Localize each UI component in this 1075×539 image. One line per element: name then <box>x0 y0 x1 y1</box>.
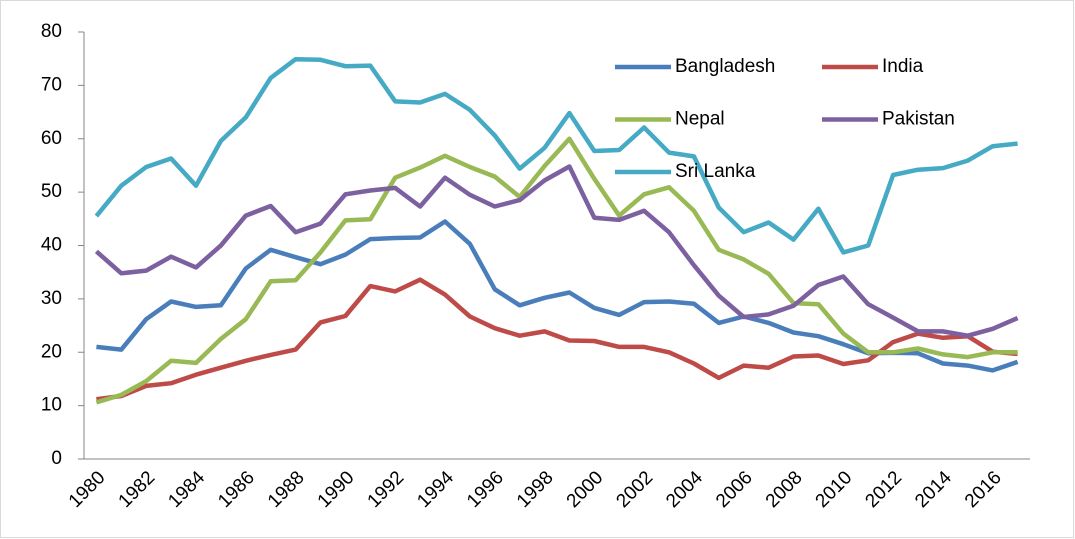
legend-label: Nepal <box>675 109 725 130</box>
y-tick-label: 0 <box>51 448 62 469</box>
y-tick-label: 40 <box>41 235 62 256</box>
legend-label: Bangladesh <box>675 56 775 77</box>
y-tick-label: 50 <box>41 181 62 202</box>
legend-label: Pakistan <box>882 109 955 130</box>
y-tick-label: 20 <box>41 341 62 362</box>
y-tick-label: 70 <box>41 74 62 95</box>
series-line <box>96 277 1018 402</box>
legend-label: Sri Lanka <box>675 161 756 182</box>
legend-label: India <box>882 56 924 77</box>
y-tick-label: 10 <box>41 395 62 416</box>
y-tick-label: 30 <box>41 288 62 309</box>
series-line <box>94 56 1018 255</box>
y-tick-label: 80 <box>41 21 62 42</box>
series-line <box>95 136 1018 405</box>
series-line <box>94 164 1019 338</box>
y-tick-label: 60 <box>41 128 62 149</box>
